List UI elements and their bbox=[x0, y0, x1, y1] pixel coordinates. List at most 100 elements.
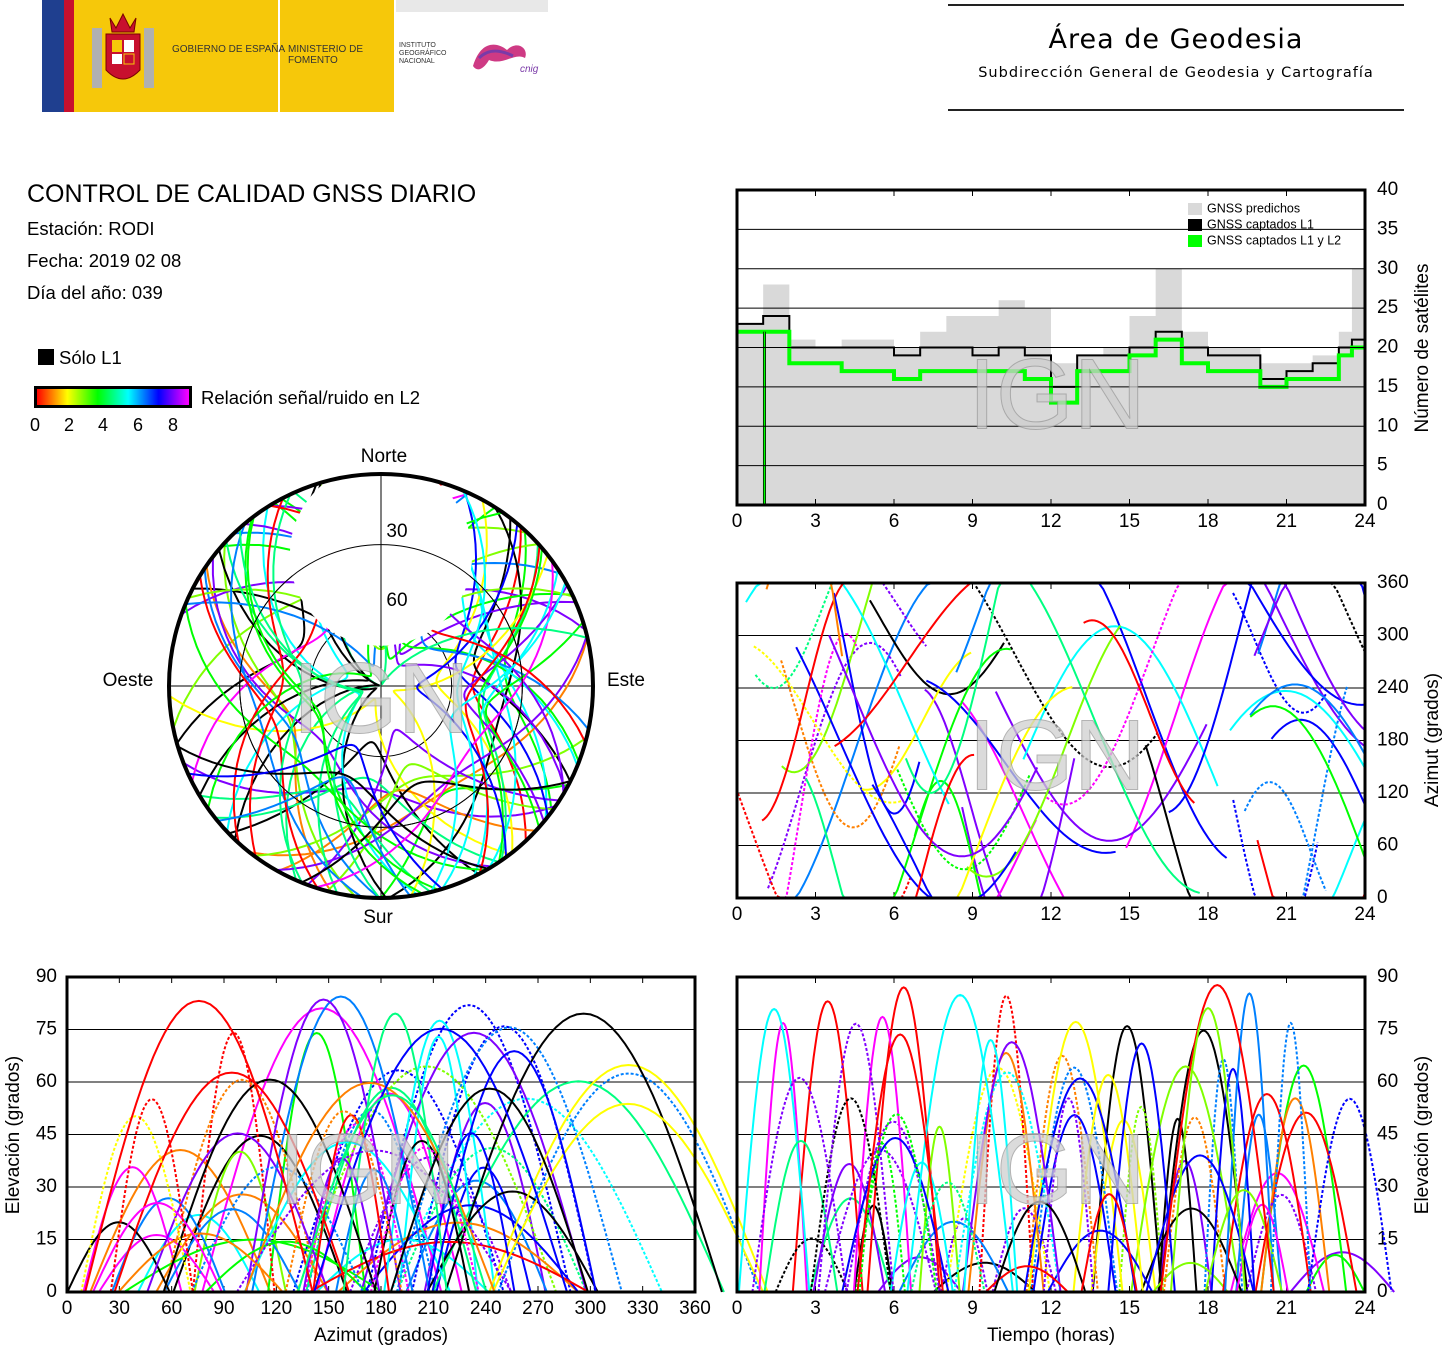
satellite-track bbox=[302, 1157, 381, 1293]
satellite-track bbox=[910, 1181, 986, 1293]
satellite-track bbox=[774, 1237, 849, 1293]
x-tick-label: 18 bbox=[1197, 904, 1218, 925]
satellite-track bbox=[765, 583, 844, 657]
satellite-track bbox=[1091, 1024, 1163, 1293]
satellite-track bbox=[1240, 583, 1365, 655]
satellite-track bbox=[1046, 1229, 1154, 1293]
gov-text: GOBIERNO DE ESPAÑA bbox=[172, 44, 286, 55]
satellite-track bbox=[272, 494, 304, 884]
y-tick-label: 360 bbox=[1377, 572, 1409, 593]
snr-tick: 4 bbox=[98, 415, 109, 435]
satellite-track bbox=[904, 583, 1022, 794]
x-tick-label: 6 bbox=[889, 1298, 900, 1319]
satellite-track bbox=[463, 584, 569, 822]
y-tick-label: 60 bbox=[1377, 835, 1398, 856]
satellite-track bbox=[1243, 781, 1327, 892]
x-tick-label: 15 bbox=[1119, 1298, 1140, 1319]
satellite-track bbox=[392, 554, 549, 897]
x-tick-label: 15 bbox=[1119, 511, 1140, 532]
y-tick-label: 15 bbox=[1377, 1229, 1398, 1250]
satellite-track bbox=[761, 583, 853, 822]
y-axis-label: Elevación (grados) bbox=[1412, 1056, 1433, 1214]
satellite-track bbox=[246, 516, 424, 895]
y-tick-label: 0 bbox=[1377, 887, 1388, 908]
area-title: Área de Geodesia bbox=[1048, 24, 1304, 55]
x-tick-label: 18 bbox=[1197, 1298, 1218, 1319]
satellite-track bbox=[1271, 817, 1365, 898]
satellite-track bbox=[852, 1015, 913, 1293]
snr-tick: 6 bbox=[133, 415, 144, 435]
logo-gray-band bbox=[396, 0, 548, 12]
satellite-track bbox=[177, 745, 489, 870]
x-tick-label: 6 bbox=[889, 904, 900, 925]
x-tick-label: 3 bbox=[810, 1298, 821, 1319]
satellite-track bbox=[430, 581, 567, 893]
x-tick-label: 9 bbox=[967, 1298, 978, 1319]
y-tick-label: 30 bbox=[36, 1176, 57, 1197]
satellite-track bbox=[805, 778, 892, 898]
legend-label: GNSS captados L1 bbox=[1207, 217, 1314, 231]
satellite-track bbox=[1118, 1105, 1165, 1293]
satellite-track bbox=[1157, 1159, 1213, 1293]
satellite-track bbox=[994, 691, 1208, 842]
y-tick-label: 15 bbox=[1377, 376, 1398, 397]
east-label: Este bbox=[607, 670, 645, 691]
area-subtitle: Subdirección General de Geodesia y Carto… bbox=[978, 65, 1374, 81]
ign-watermark: IGN bbox=[968, 699, 1146, 811]
skyplot-tracks bbox=[169, 474, 590, 898]
satellite-track bbox=[987, 583, 1200, 894]
y-tick-label: 120 bbox=[1377, 782, 1409, 803]
x-tick-label: 12 bbox=[1040, 511, 1061, 532]
satellite-track bbox=[843, 647, 1011, 898]
l1-swatch bbox=[38, 349, 54, 365]
ign-watermark: IGN bbox=[278, 1113, 456, 1225]
legend-swatch bbox=[1188, 219, 1202, 231]
satellite-track bbox=[1257, 583, 1337, 655]
satellite-track bbox=[82, 1166, 183, 1293]
coat-of-arms-icon bbox=[92, 12, 154, 88]
satellite-track bbox=[309, 1240, 590, 1293]
x-tick-label: 24 bbox=[1354, 904, 1376, 925]
satellite-track bbox=[389, 1087, 589, 1293]
y-tick-label: 25 bbox=[1377, 297, 1398, 318]
y-tick-label: 240 bbox=[1377, 677, 1409, 698]
y-tick-label: 30 bbox=[1377, 258, 1398, 279]
x-tick-label: 9 bbox=[967, 904, 978, 925]
satellite-track bbox=[243, 1141, 452, 1293]
x-tick-label: 18 bbox=[1197, 511, 1218, 532]
satellite-track bbox=[737, 1007, 811, 1293]
x-tick-label: 300 bbox=[574, 1298, 606, 1319]
snr-colorbar bbox=[34, 386, 192, 408]
y-tick-label: 60 bbox=[1377, 1071, 1398, 1092]
satellite-track bbox=[306, 1108, 437, 1293]
satellite-track bbox=[781, 583, 911, 774]
satellite-track bbox=[955, 583, 1128, 673]
satellite-track bbox=[205, 565, 333, 893]
flag-red-band bbox=[64, 0, 74, 112]
satellite-track bbox=[862, 651, 972, 791]
eu-flag-band bbox=[42, 0, 64, 112]
x-tick-label: 0 bbox=[732, 511, 743, 532]
satellite-track bbox=[868, 753, 975, 898]
satellite-track bbox=[360, 1031, 588, 1293]
satellite-track bbox=[1210, 1067, 1256, 1293]
x-tick-label: 9 bbox=[967, 511, 978, 532]
satellite-track bbox=[267, 1031, 367, 1293]
snr-tick: 2 bbox=[64, 415, 75, 435]
satellite-track bbox=[187, 743, 443, 890]
x-tick-label: 0 bbox=[732, 904, 743, 925]
x-tick-label: 240 bbox=[470, 1298, 502, 1319]
satellite-track bbox=[918, 1125, 961, 1293]
satellite-track bbox=[1159, 984, 1275, 1293]
satellite-track bbox=[416, 523, 519, 858]
satellite-track bbox=[488, 1063, 769, 1293]
ministry-yellow-panel bbox=[280, 0, 394, 112]
satellite-track bbox=[1249, 705, 1365, 862]
x-axis-label: Tiempo (horas) bbox=[987, 1325, 1115, 1346]
y-tick-label: 60 bbox=[36, 1071, 57, 1092]
satellite-track bbox=[1270, 718, 1365, 808]
sat-count-axes bbox=[736, 190, 1366, 505]
x-tick-label: 90 bbox=[213, 1298, 234, 1319]
satellite-track bbox=[217, 549, 387, 898]
x-tick-label: 6 bbox=[889, 511, 900, 532]
